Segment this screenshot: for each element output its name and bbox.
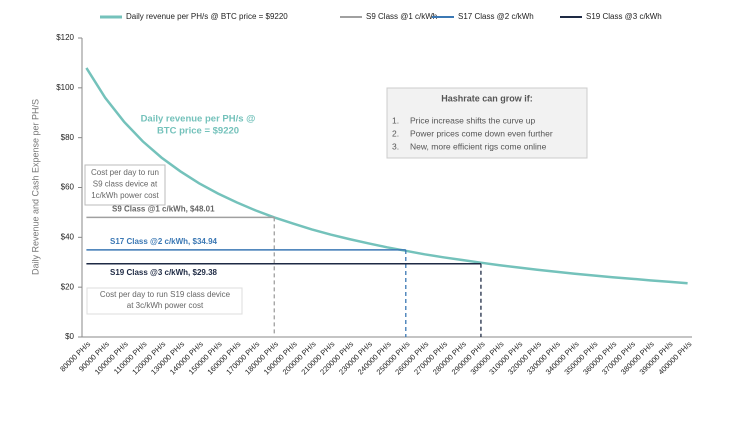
note-text: 1c/kWh power cost bbox=[91, 191, 159, 200]
info-number: 2. bbox=[392, 128, 399, 138]
note-box bbox=[86, 287, 243, 315]
y-tick-label: $100 bbox=[56, 83, 74, 92]
series-line bbox=[85, 67, 688, 285]
info-item: New, more efficient rigs come online bbox=[410, 141, 547, 151]
y-tick-label: $60 bbox=[61, 183, 75, 192]
y-tick-label: $0 bbox=[65, 332, 74, 341]
info-number: 1. bbox=[392, 115, 399, 125]
info-title: Hashrate can grow if: bbox=[441, 93, 533, 103]
note-text: at 3c/kWh power cost bbox=[127, 301, 204, 310]
line-label: S17 Class @2 c/kWh, $34.94 bbox=[110, 237, 218, 246]
info-box bbox=[386, 87, 588, 159]
line-label: S19 Class @3 c/kWh, $29.38 bbox=[110, 268, 218, 277]
y-tick-label: $40 bbox=[61, 232, 75, 241]
legend-label: Daily revenue per PH/s @ BTC price = $92… bbox=[126, 12, 288, 21]
info-number: 3. bbox=[392, 141, 399, 151]
note-text: S9 class device at bbox=[93, 180, 158, 189]
y-axis-label: Daily Revenue and Cash Expense per PH/S bbox=[30, 99, 40, 275]
note-text: Cost per day to run S19 class device bbox=[100, 290, 231, 299]
y-tick-label: $20 bbox=[61, 282, 75, 291]
y-tick-label: $80 bbox=[61, 133, 75, 142]
legend-label: S9 Class @1 c/kWh bbox=[366, 12, 437, 21]
curve-label: Daily revenue per PH/s @ bbox=[141, 114, 256, 125]
legend-label: S17 Class @2 c/kWh bbox=[458, 12, 534, 21]
curve-label: BTC price = $9220 bbox=[157, 126, 239, 137]
note-text: Cost per day to run bbox=[91, 168, 159, 177]
line-label: S9 Class @1 c/kWh, $48.01 bbox=[112, 204, 215, 213]
y-tick-label: $120 bbox=[56, 33, 74, 42]
info-item: Price increase shifts the curve up bbox=[410, 115, 535, 125]
info-item: Power prices come down even further bbox=[410, 128, 553, 138]
note-box bbox=[84, 164, 166, 206]
legend-label: S19 Class @3 c/kWh bbox=[586, 12, 662, 21]
